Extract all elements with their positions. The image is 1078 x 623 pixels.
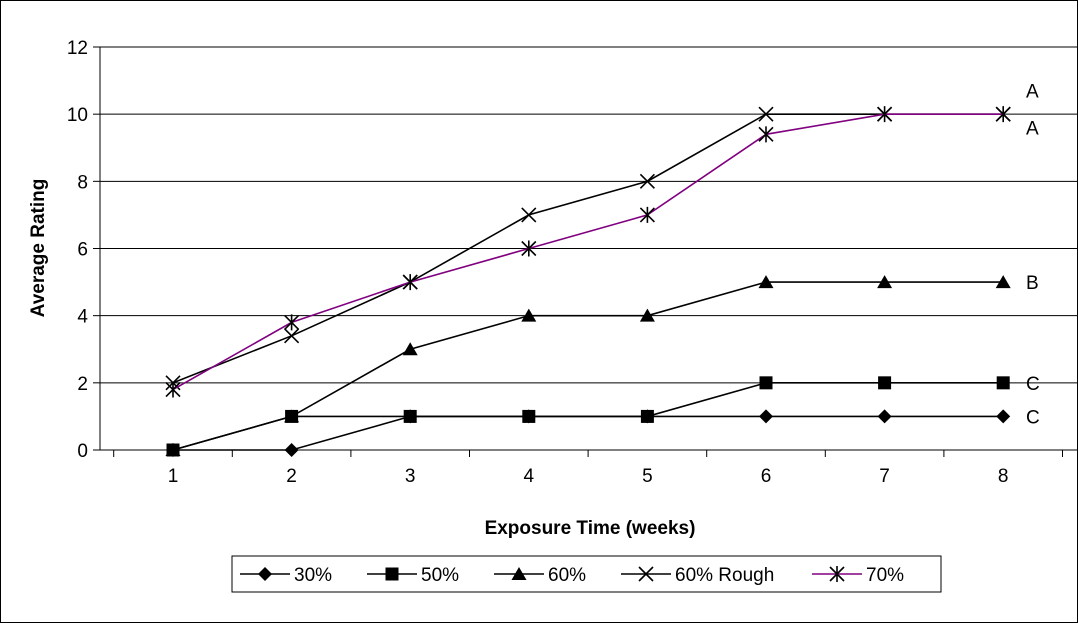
y-tick-label: 8 [77, 172, 88, 193]
data-point [759, 126, 773, 142]
legend-label: 70% [866, 565, 904, 586]
x-tick-label: 6 [761, 466, 772, 487]
data-point [759, 409, 773, 423]
group-label: C [1026, 407, 1040, 428]
data-point [522, 208, 536, 222]
data-point [403, 342, 418, 355]
legend-label: 30% [294, 565, 332, 586]
group-label: A [1026, 82, 1039, 103]
group-label: A [1026, 119, 1039, 140]
data-point [996, 409, 1010, 423]
x-tick-label: 5 [642, 466, 653, 487]
data-point [285, 314, 299, 330]
y-tick-labels: 0 2 4 6 8 10 12 [67, 38, 89, 462]
y-axis-title: Average Rating [28, 179, 49, 318]
data-point [641, 410, 654, 423]
y-tick-label: 0 [77, 441, 88, 462]
x-tick-label: 1 [168, 466, 179, 487]
data-point [640, 207, 654, 223]
legend-label: 60% [548, 565, 586, 586]
x-tick-label: 4 [524, 466, 535, 487]
y-tick-label: 2 [77, 374, 88, 395]
x-tick-labels: 1 2 3 4 5 6 7 8 [114, 450, 1063, 487]
series-star [166, 106, 1010, 397]
series-line [173, 114, 1003, 389]
x-tick-label: 3 [405, 466, 416, 487]
data-point [760, 376, 773, 389]
data-point [166, 382, 180, 398]
x-tick-label: 8 [998, 466, 1009, 487]
group-label: C [1026, 374, 1040, 395]
y-tick-label: 6 [77, 240, 88, 261]
legend-label: 50% [421, 565, 459, 586]
data-point [285, 329, 299, 343]
series-group [166, 106, 1011, 457]
x-tick-label: 7 [879, 466, 890, 487]
y-tick-label: 12 [67, 38, 88, 59]
x-tick-label: 2 [286, 466, 297, 487]
legend-label: 60% Rough [675, 565, 774, 586]
series-triangle [166, 275, 1011, 456]
data-point [878, 376, 891, 389]
data-point [285, 443, 299, 457]
data-point [878, 409, 892, 423]
data-point [404, 410, 417, 423]
data-point [997, 376, 1010, 389]
y-tick-label: 10 [67, 105, 88, 126]
series-line [173, 282, 1003, 450]
data-point [522, 410, 535, 423]
y-tick-label: 4 [77, 307, 88, 328]
x-axis-title: Exposure Time (weeks) [485, 518, 696, 539]
group-label: B [1026, 273, 1039, 294]
gridlines [93, 47, 1078, 450]
legend: 30% 50% 60% 60% Rough 70% [232, 556, 941, 592]
data-point [403, 274, 417, 290]
group-annotations: AA B CC [1026, 82, 1040, 429]
legend-marker [386, 568, 399, 581]
